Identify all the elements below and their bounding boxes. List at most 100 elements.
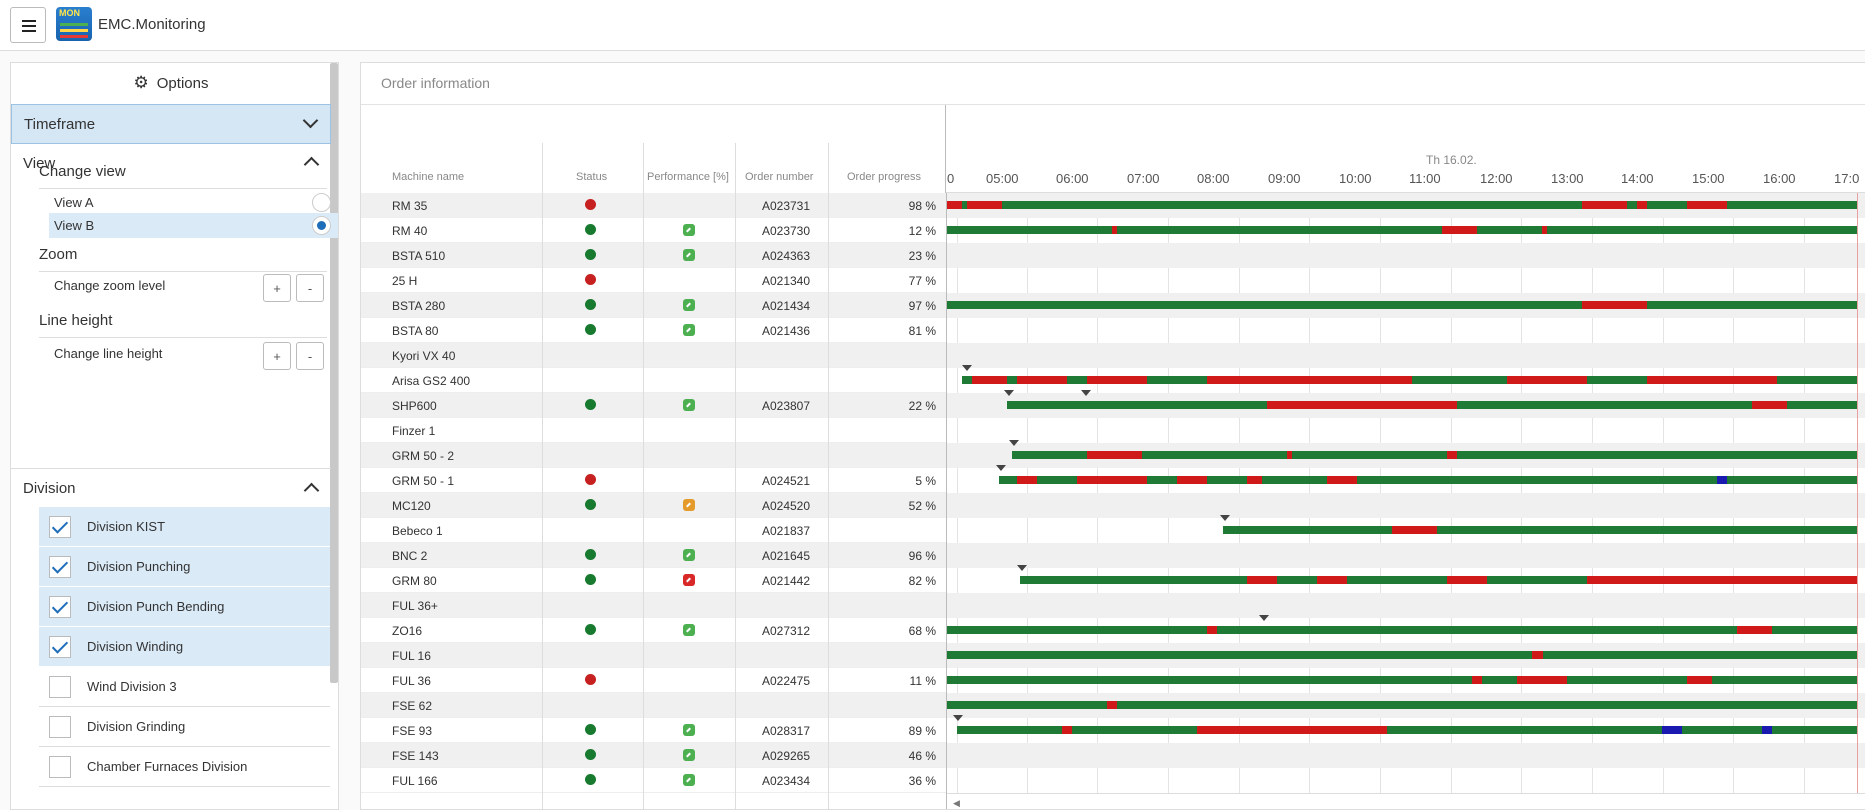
timeline-horizontal-scrollbar[interactable]: ◀ bbox=[947, 793, 1865, 809]
gantt-segment-blue[interactable] bbox=[1717, 476, 1727, 484]
gantt-segment-green[interactable] bbox=[962, 201, 967, 209]
gantt-segment-green[interactable] bbox=[1547, 226, 1857, 234]
gantt-segment-green[interactable] bbox=[1002, 201, 1582, 209]
gantt-row[interactable] bbox=[947, 515, 1865, 543]
gantt-segment-red[interactable] bbox=[1107, 701, 1117, 709]
gantt-segment-green[interactable] bbox=[1477, 226, 1542, 234]
gantt-segment-green[interactable] bbox=[1067, 376, 1087, 384]
gantt-segment-red[interactable] bbox=[1752, 401, 1787, 409]
division-checkbox[interactable] bbox=[49, 715, 71, 738]
gantt-segment-green[interactable] bbox=[1437, 526, 1857, 534]
division-checkbox[interactable] bbox=[49, 635, 71, 658]
line-height-increase-button[interactable]: + bbox=[263, 342, 291, 370]
gantt-row[interactable] bbox=[947, 293, 1865, 318]
division-section-header[interactable]: Division bbox=[11, 468, 331, 508]
gantt-row[interactable] bbox=[947, 543, 1865, 568]
gantt-segment-red[interactable] bbox=[1017, 376, 1067, 384]
gantt-segment-red[interactable] bbox=[1077, 476, 1147, 484]
table-row[interactable]: FSE 143 A029265 46 % bbox=[361, 743, 946, 768]
gantt-segment-green[interactable] bbox=[1787, 401, 1857, 409]
gantt-row[interactable] bbox=[947, 693, 1865, 718]
gantt-segment-red[interactable] bbox=[1687, 676, 1712, 684]
column-header-machine-name[interactable]: Machine name bbox=[392, 171, 465, 183]
gantt-row[interactable] bbox=[947, 440, 1865, 468]
table-row[interactable]: MC120 A024520 52 % bbox=[361, 493, 946, 518]
table-row[interactable]: Bebeco 1 A021837 bbox=[361, 518, 946, 543]
gantt-segment-red[interactable] bbox=[1392, 526, 1437, 534]
gantt-segment-green[interactable] bbox=[1147, 376, 1207, 384]
division-item[interactable]: Division Winding bbox=[39, 627, 330, 667]
gantt-segment-green[interactable] bbox=[1072, 726, 1197, 734]
division-checkbox[interactable] bbox=[49, 515, 71, 538]
division-item[interactable]: Division Punching bbox=[39, 547, 330, 587]
gantt-segment-red[interactable] bbox=[1582, 301, 1587, 309]
gantt-segment-green[interactable] bbox=[1567, 676, 1687, 684]
division-item[interactable]: Chamber Furnaces Division bbox=[39, 747, 330, 787]
gantt-timeline[interactable] bbox=[947, 193, 1865, 793]
gantt-segment-green[interactable] bbox=[1627, 201, 1637, 209]
gantt-segment-red[interactable] bbox=[1647, 376, 1777, 384]
gantt-segment-red[interactable] bbox=[1062, 726, 1072, 734]
gantt-segment-green[interactable] bbox=[1712, 676, 1857, 684]
line-height-decrease-button[interactable]: - bbox=[296, 342, 324, 370]
table-row[interactable]: FSE 62 bbox=[361, 693, 946, 718]
gantt-segment-green[interactable] bbox=[1587, 376, 1647, 384]
gantt-segment-red[interactable] bbox=[1247, 476, 1262, 484]
gantt-row[interactable] bbox=[947, 365, 1865, 393]
gantt-segment-green[interactable] bbox=[962, 376, 972, 384]
gantt-segment-green[interactable] bbox=[1482, 676, 1517, 684]
gantt-segment-green[interactable] bbox=[1387, 726, 1662, 734]
gantt-segment-red[interactable] bbox=[1582, 201, 1627, 209]
table-row[interactable]: BNC 2 A021645 96 % bbox=[361, 543, 946, 568]
gantt-segment-green[interactable] bbox=[947, 626, 1207, 634]
gantt-row[interactable] bbox=[947, 418, 1865, 443]
gantt-segment-green[interactable] bbox=[1117, 701, 1857, 709]
gantt-segment-red[interactable] bbox=[1287, 451, 1292, 459]
gantt-segment-green[interactable] bbox=[1223, 526, 1392, 534]
gantt-segment-red[interactable] bbox=[1247, 576, 1277, 584]
division-item[interactable]: Wind Division 3 bbox=[39, 667, 330, 707]
table-row[interactable]: BSTA 510 A024363 23 % bbox=[361, 243, 946, 268]
gantt-segment-red[interactable] bbox=[1447, 451, 1457, 459]
table-row[interactable]: FUL 16 bbox=[361, 643, 946, 668]
gantt-segment-green[interactable] bbox=[947, 676, 1472, 684]
table-row[interactable]: FSE 93 A028317 89 % bbox=[361, 718, 946, 743]
gantt-segment-green[interactable] bbox=[1277, 576, 1317, 584]
gantt-segment-red[interactable] bbox=[1327, 476, 1357, 484]
gantt-segment-red[interactable] bbox=[1447, 576, 1487, 584]
gantt-segment-green[interactable] bbox=[947, 301, 1582, 309]
gantt-segment-green[interactable] bbox=[1647, 301, 1857, 309]
gantt-segment-red[interactable] bbox=[1197, 726, 1387, 734]
gantt-segment-blue[interactable] bbox=[1662, 726, 1682, 734]
column-header-performance[interactable]: Performance [%] bbox=[647, 171, 729, 183]
column-header-order-progress[interactable]: Order progress bbox=[847, 171, 921, 183]
gantt-segment-red[interactable] bbox=[1087, 376, 1147, 384]
division-checkbox[interactable] bbox=[49, 755, 71, 778]
gantt-segment-red[interactable] bbox=[1532, 651, 1543, 659]
table-row[interactable]: ZO16 A027312 68 % bbox=[361, 618, 946, 643]
gantt-row[interactable] bbox=[947, 668, 1865, 693]
gantt-segment-red[interactable] bbox=[1112, 226, 1117, 234]
gantt-segment-green[interactable] bbox=[1037, 476, 1077, 484]
gantt-row[interactable] bbox=[947, 743, 1865, 768]
gantt-segment-red[interactable] bbox=[1267, 401, 1457, 409]
gantt-segment-green[interactable] bbox=[1772, 626, 1857, 634]
gantt-segment-green[interactable] bbox=[1007, 376, 1017, 384]
gantt-segment-red[interactable] bbox=[1587, 576, 1647, 584]
gantt-segment-red[interactable] bbox=[1017, 476, 1037, 484]
gantt-segment-green[interactable] bbox=[1207, 476, 1247, 484]
gantt-segment-green[interactable] bbox=[1777, 376, 1857, 384]
gantt-row[interactable] bbox=[947, 218, 1865, 243]
division-checkbox[interactable] bbox=[49, 595, 71, 618]
table-row[interactable]: Kyori VX 40 bbox=[361, 343, 946, 368]
gantt-row[interactable] bbox=[947, 390, 1865, 418]
gantt-row[interactable] bbox=[947, 615, 1865, 643]
gantt-segment-green[interactable] bbox=[1487, 576, 1587, 584]
options-scrollbar[interactable] bbox=[330, 63, 338, 683]
zoom-out-button[interactable]: - bbox=[296, 274, 324, 302]
table-row[interactable]: FUL 36 A022475 11 % bbox=[361, 668, 946, 693]
division-checkbox[interactable] bbox=[49, 675, 71, 698]
gantt-segment-green[interactable] bbox=[1727, 476, 1857, 484]
view-a-radio[interactable] bbox=[312, 193, 331, 212]
gantt-segment-green[interactable] bbox=[1347, 576, 1447, 584]
